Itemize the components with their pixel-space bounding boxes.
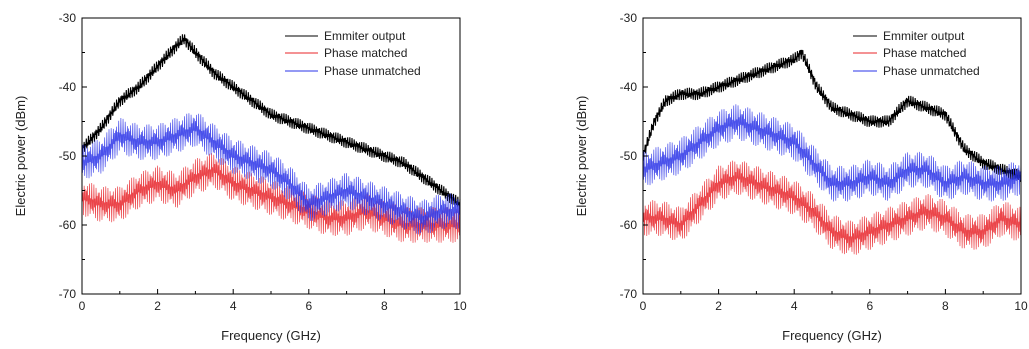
plot-area-right: 0 2 4 6 8 10 -70 -60 -50 -40 -30 xyxy=(620,11,1028,313)
y-tick-label-right: -60 xyxy=(620,218,638,232)
x-tick-label-left: 0 xyxy=(79,299,86,313)
y-axis-label-right: Electric power (dBm) xyxy=(574,96,589,217)
axis-ticks-left: 0 2 4 6 8 10 -70 -60 -50 -40 -30 xyxy=(59,11,467,313)
axis-ticks-right: 0 2 4 6 8 10 -70 -60 -50 -40 -30 xyxy=(620,11,1028,313)
legend-label-emmiter-left: Emmiter output xyxy=(324,29,406,43)
legend-label-matched-left: Phase matched xyxy=(324,46,407,60)
legend-label-matched-right: Phase matched xyxy=(883,46,966,60)
x-tick-label-right: 4 xyxy=(791,299,798,313)
x-tick-label-right: 8 xyxy=(942,299,949,313)
x-tick-label-left: 6 xyxy=(305,299,312,313)
series-line-phase-matched-right xyxy=(642,160,1022,255)
y-tick-label-left: -70 xyxy=(59,287,77,301)
legend-label-emmiter-right: Emmiter output xyxy=(883,29,965,43)
legend-left: Emmiter output Phase matched Phase unmat… xyxy=(285,29,421,78)
x-tick-label-right: 6 xyxy=(866,299,873,313)
series-line-phase-matched-left xyxy=(81,153,461,243)
x-tick-label-right: 10 xyxy=(1014,299,1028,313)
x-axis-label-left: Frequency (GHz) xyxy=(221,328,321,343)
y-tick-label-right: -50 xyxy=(620,149,638,163)
x-tick-label-left: 8 xyxy=(381,299,388,313)
series-layer-right xyxy=(642,49,1022,255)
y-tick-label-left: -60 xyxy=(59,218,77,232)
series-line-emmiter-output-left xyxy=(81,34,461,210)
x-tick-label-left: 4 xyxy=(230,299,237,313)
y-tick-label-left: -30 xyxy=(59,11,77,25)
y-axis-label-left: Electric power (dBm) xyxy=(13,96,28,217)
series-line-phase-unmatched-left xyxy=(81,113,461,235)
series-line-emmiter-output-right xyxy=(642,49,1022,182)
x-tick-label-right: 0 xyxy=(640,299,647,313)
legend-right: Emmiter output Phase matched Phase unmat… xyxy=(853,29,980,78)
y-tick-label-right: -40 xyxy=(620,80,638,94)
series-line-phase-unmatched-right xyxy=(642,104,1022,202)
legend-label-unmatched-left: Phase unmatched xyxy=(324,64,421,78)
y-tick-label-left: -40 xyxy=(59,80,77,94)
y-tick-label-right: -70 xyxy=(620,287,638,301)
series-layer-left xyxy=(81,34,461,243)
chart-right: 0 2 4 6 8 10 -70 -60 -50 -40 -30 Frequency (GHz) E… xyxy=(574,11,1028,343)
legend-label-unmatched-right: Phase unmatched xyxy=(883,64,980,78)
plot-area-left: 0 2 4 6 8 10 -70 -60 -50 -40 -30 xyxy=(59,11,467,313)
x-tick-label-right: 2 xyxy=(715,299,722,313)
y-tick-label-left: -50 xyxy=(59,149,77,163)
x-tick-label-left: 10 xyxy=(453,299,467,313)
x-tick-label-left: 2 xyxy=(154,299,161,313)
x-axis-label-right: Frequency (GHz) xyxy=(782,328,882,343)
chart-left: 0 2 4 6 8 10 -70 -60 -50 -40 -30 Frequency (GHz) E… xyxy=(13,11,467,343)
y-tick-label-right: -30 xyxy=(620,11,638,25)
